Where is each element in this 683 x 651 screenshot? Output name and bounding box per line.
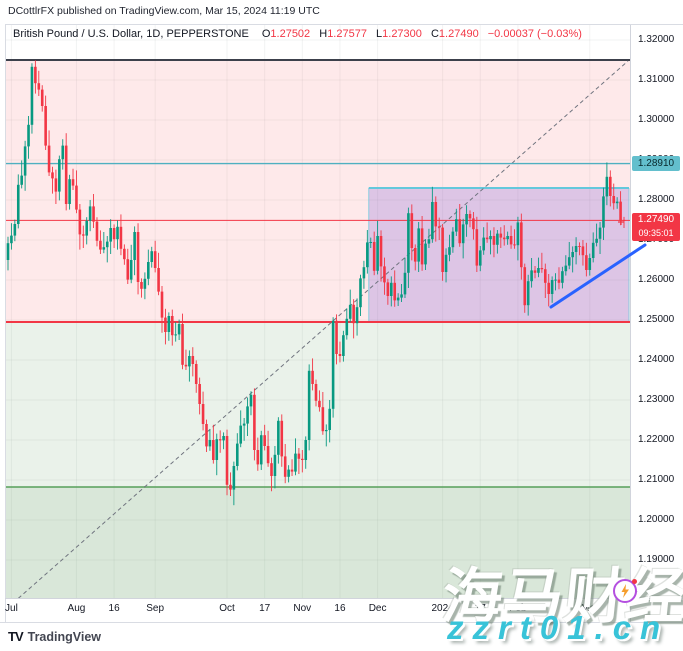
chart-legend[interactable]: British Pound / U.S. Dollar, 1D, PEPPERS… bbox=[13, 28, 582, 40]
low-value: 1.27300 bbox=[382, 28, 422, 40]
time-tick-label: 17 bbox=[259, 603, 271, 614]
price-tick-label: 1.30000 bbox=[638, 114, 675, 125]
high-value: 1.27577 bbox=[327, 28, 367, 40]
time-tick-label: Jul bbox=[5, 603, 18, 614]
time-axis-separator bbox=[5, 598, 683, 599]
close-value: 1.27490 bbox=[438, 28, 479, 40]
change-value: −0.00037 (−0.03%) bbox=[487, 28, 582, 40]
time-axis[interactable]: Jul Aug 16 Sep Oct 17 Nov 16 Dec 2024 17 Feb Mar bbox=[5, 598, 630, 622]
time-tick-label: 16 bbox=[108, 603, 120, 614]
price-tick-label: 1.28000 bbox=[638, 194, 675, 205]
close-label: C bbox=[430, 28, 439, 40]
widget-border-left bbox=[5, 24, 6, 622]
price-axis[interactable]: 1.28910 1.27490 09:35:01 1.32000 1.31000 1… bbox=[630, 0, 683, 622]
price-tick-label: 1.19000 bbox=[638, 554, 675, 565]
alert-price-badge: 1.28910 bbox=[632, 156, 680, 171]
time-tick-label: 16 bbox=[334, 603, 346, 614]
time-tick-label: Feb bbox=[509, 603, 527, 614]
price-tick-label: 1.21000 bbox=[638, 474, 675, 485]
price-tick-label: 1.32000 bbox=[638, 34, 675, 45]
last-price-badge: 1.27490 09:35:01 bbox=[632, 213, 680, 241]
tradingview-logo-text[interactable]: TradingView bbox=[27, 629, 102, 644]
symbol-title: British Pound / U.S. Dollar, 1D, PEPPERS… bbox=[13, 28, 249, 40]
price-tick-label: 1.22000 bbox=[638, 434, 675, 445]
price-tick-label: 1.25000 bbox=[638, 314, 675, 325]
tradingview-logo-icon[interactable]: TV bbox=[8, 629, 24, 644]
attribution-text: DCottlrFX published on TradingView.com, … bbox=[8, 5, 320, 17]
price-tick-label: 1.31000 bbox=[638, 74, 675, 85]
open-value: 1.27502 bbox=[270, 28, 311, 40]
last-price-value: 1.27490 bbox=[637, 214, 675, 225]
open-label: O bbox=[261, 28, 271, 40]
time-tick-label: 17 bbox=[474, 603, 486, 614]
widget-border-top bbox=[5, 24, 683, 25]
time-tick-label: Dec bbox=[368, 603, 387, 614]
price-chart[interactable] bbox=[6, 25, 630, 598]
low-label: L bbox=[376, 28, 383, 40]
bar-countdown: 09:35:01 bbox=[638, 228, 674, 238]
price-tick-label: 1.20000 bbox=[638, 514, 675, 525]
time-tick-label: Aug bbox=[67, 603, 86, 614]
widget-border-bottom bbox=[0, 622, 683, 623]
time-tick-label: Sep bbox=[146, 603, 165, 614]
high-label: H bbox=[319, 28, 328, 40]
price-tick-label: 1.23000 bbox=[638, 394, 675, 405]
time-tick-label: Mar bbox=[581, 603, 599, 614]
time-tick-label: 2024 bbox=[431, 603, 454, 614]
footer-bar: TV TradingView bbox=[8, 629, 101, 644]
time-tick-label: Oct bbox=[219, 603, 235, 614]
price-axis-separator bbox=[630, 25, 631, 622]
price-tick-label: 1.24000 bbox=[638, 354, 675, 365]
time-tick-label: Nov bbox=[293, 603, 312, 614]
price-tick-label: 1.26000 bbox=[638, 274, 675, 285]
